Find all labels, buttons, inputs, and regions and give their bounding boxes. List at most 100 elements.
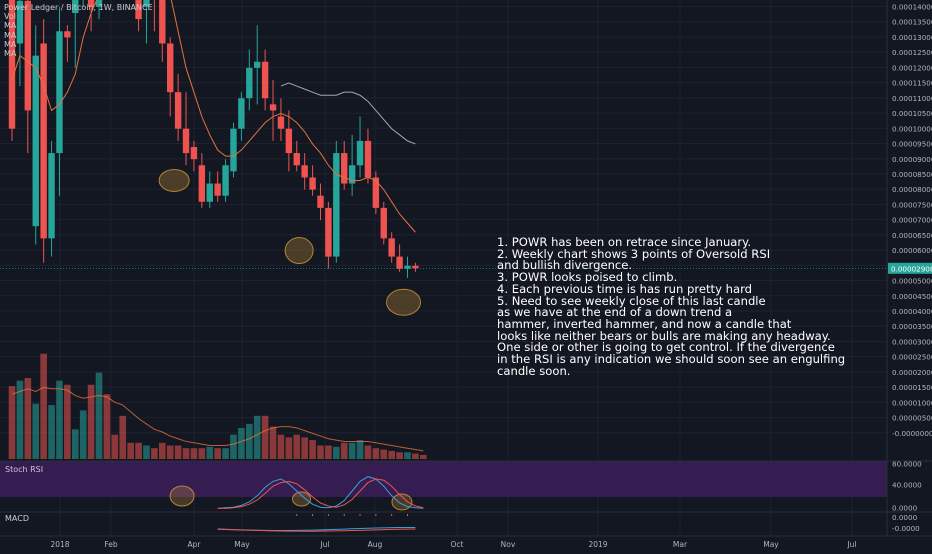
candle-body: [325, 207, 332, 257]
volume-bar: [111, 434, 119, 459]
time-tick-label: Apr: [188, 540, 202, 549]
volume-bar: [206, 446, 214, 459]
legend-ma-1[interactable]: MA: [4, 21, 17, 31]
candle-body: [159, 0, 166, 44]
legend-ma-4[interactable]: MA: [4, 49, 17, 59]
volume-bar: [71, 429, 79, 459]
volume-bar: [32, 403, 40, 459]
candle-body: [254, 61, 261, 68]
price-axis[interactable]: 0.00014000 0.00013500 0.00013000 0.00012500…: [892, 3, 932, 534]
candle-body: [135, 0, 142, 20]
candle-body: [95, 0, 103, 7]
candle-body: [182, 128, 190, 154]
stoch-tick-label: 80.0000: [892, 460, 922, 469]
candle-body: [48, 153, 55, 239]
candle-body: [206, 183, 213, 202]
macd-tick-label: 0.0000: [892, 513, 918, 522]
volume-bar: [309, 440, 316, 459]
volume-bar: [253, 415, 261, 459]
macd-tick-label: -0.0000: [892, 524, 920, 533]
price-tick-label: 0.00004000: [892, 307, 932, 316]
time-axis[interactable]: 2018 Feb Apr May Jul Aug Oct Nov 2019 Mar May Jul: [50, 540, 856, 549]
price-tick-label: 0.00012500: [892, 48, 932, 57]
volume-bar: [380, 449, 388, 459]
volume-bar: [158, 442, 166, 459]
volume-bar: [388, 450, 395, 459]
candle-body: [8, 0, 16, 129]
volume-bar: [317, 445, 324, 459]
volume-bar: [119, 415, 127, 459]
volume-bar: [238, 427, 245, 459]
analysis-notes: 1. POWR has been on retrace since Januar…: [497, 235, 877, 378]
last-price-marker: 0.00002908: [0, 262, 932, 274]
volume-bar: [222, 448, 229, 459]
volume-bar: [127, 442, 134, 459]
time-tick-label: 2019: [588, 540, 607, 549]
time-tick-label: Feb: [104, 540, 118, 549]
legend-ma-3[interactable]: MA: [4, 39, 17, 49]
price-tick-label: 0.00008000: [892, 185, 932, 194]
price-tick-label: 0.00011500: [892, 79, 932, 88]
time-tick-label: May: [234, 540, 250, 549]
volume-ma-line: [11, 386, 424, 452]
indicator-legend: Power Ledger / Bitcoin, 1W, BINANCE Vol …: [4, 3, 153, 58]
candle-body: [269, 104, 277, 111]
volume-bar: [56, 380, 63, 459]
price-tick-label: 0.00002500: [892, 353, 932, 362]
candle-body: [190, 146, 198, 160]
chart-title[interactable]: Power Ledger / Bitcoin, 1W, BINANCE: [4, 3, 153, 12]
time-tick-label: May: [763, 540, 779, 549]
volume-bar: [340, 442, 348, 459]
candle-body: [277, 116, 285, 129]
last-price-label: 0.00002908: [891, 264, 932, 273]
price-tick-label: 0.00003500: [892, 322, 932, 331]
stoch-rsi-label[interactable]: Stoch RSI: [5, 465, 44, 474]
volume-bar: [182, 448, 190, 459]
volume-bar: [348, 442, 356, 459]
candle-body: [87, 0, 95, 7]
note-line: and bullish divergence.: [497, 258, 633, 273]
highlight-circles: [158, 168, 422, 511]
volume-bar: [277, 434, 285, 459]
last-price-badge: [888, 262, 932, 274]
grid-lines: [0, 0, 887, 536]
candle-body: [167, 43, 174, 93]
volume-bar: [261, 415, 269, 459]
time-tick-label: Jul: [846, 540, 856, 549]
volume-bar: [420, 454, 427, 459]
highlight-circle: [158, 168, 190, 192]
candle-body: [246, 67, 253, 99]
volume-bar: [301, 437, 308, 459]
note-line: in the RSI is any indication we should s…: [497, 352, 846, 367]
macd-label[interactable]: MACD: [5, 514, 29, 523]
price-tick-label: 0.00001000: [892, 398, 932, 407]
legend-ma-2[interactable]: MA: [4, 30, 17, 40]
candle-body: [404, 265, 411, 269]
price-tick-label: 0.00006500: [892, 231, 932, 240]
candle-body: [32, 55, 39, 227]
note-line: hammer, inverted hammer, and now a candl…: [497, 316, 792, 331]
note-line: candle soon.: [497, 363, 571, 378]
volume-bar: [396, 452, 403, 459]
volume-bar: [8, 386, 16, 459]
candle-body: [293, 153, 300, 166]
candle-body: [348, 165, 356, 184]
candle-body: [40, 43, 47, 239]
pane-separators: [0, 0, 932, 537]
price-tick-label: 0.00003000: [892, 337, 932, 346]
price-tick-label: 0.00009000: [892, 155, 932, 164]
price-tick-label: 0.00006000: [892, 246, 932, 255]
volume-bar: [143, 445, 150, 459]
price-tick-label: 0.00011000: [892, 94, 932, 103]
volume-bar: [24, 378, 32, 459]
stoch-tick-label: 40.0000: [892, 481, 922, 490]
ma-long-line: [280, 82, 416, 145]
price-tick-label: 0.00000500: [892, 414, 932, 423]
price-tick-label: -0.00000000: [892, 429, 932, 438]
note-line: 1. POWR has been on retrace since Januar…: [497, 235, 752, 249]
candle-body: [317, 195, 324, 208]
volume-bar: [95, 372, 103, 459]
highlight-circle: [386, 288, 422, 316]
legend-vol[interactable]: Vol: [4, 12, 16, 22]
